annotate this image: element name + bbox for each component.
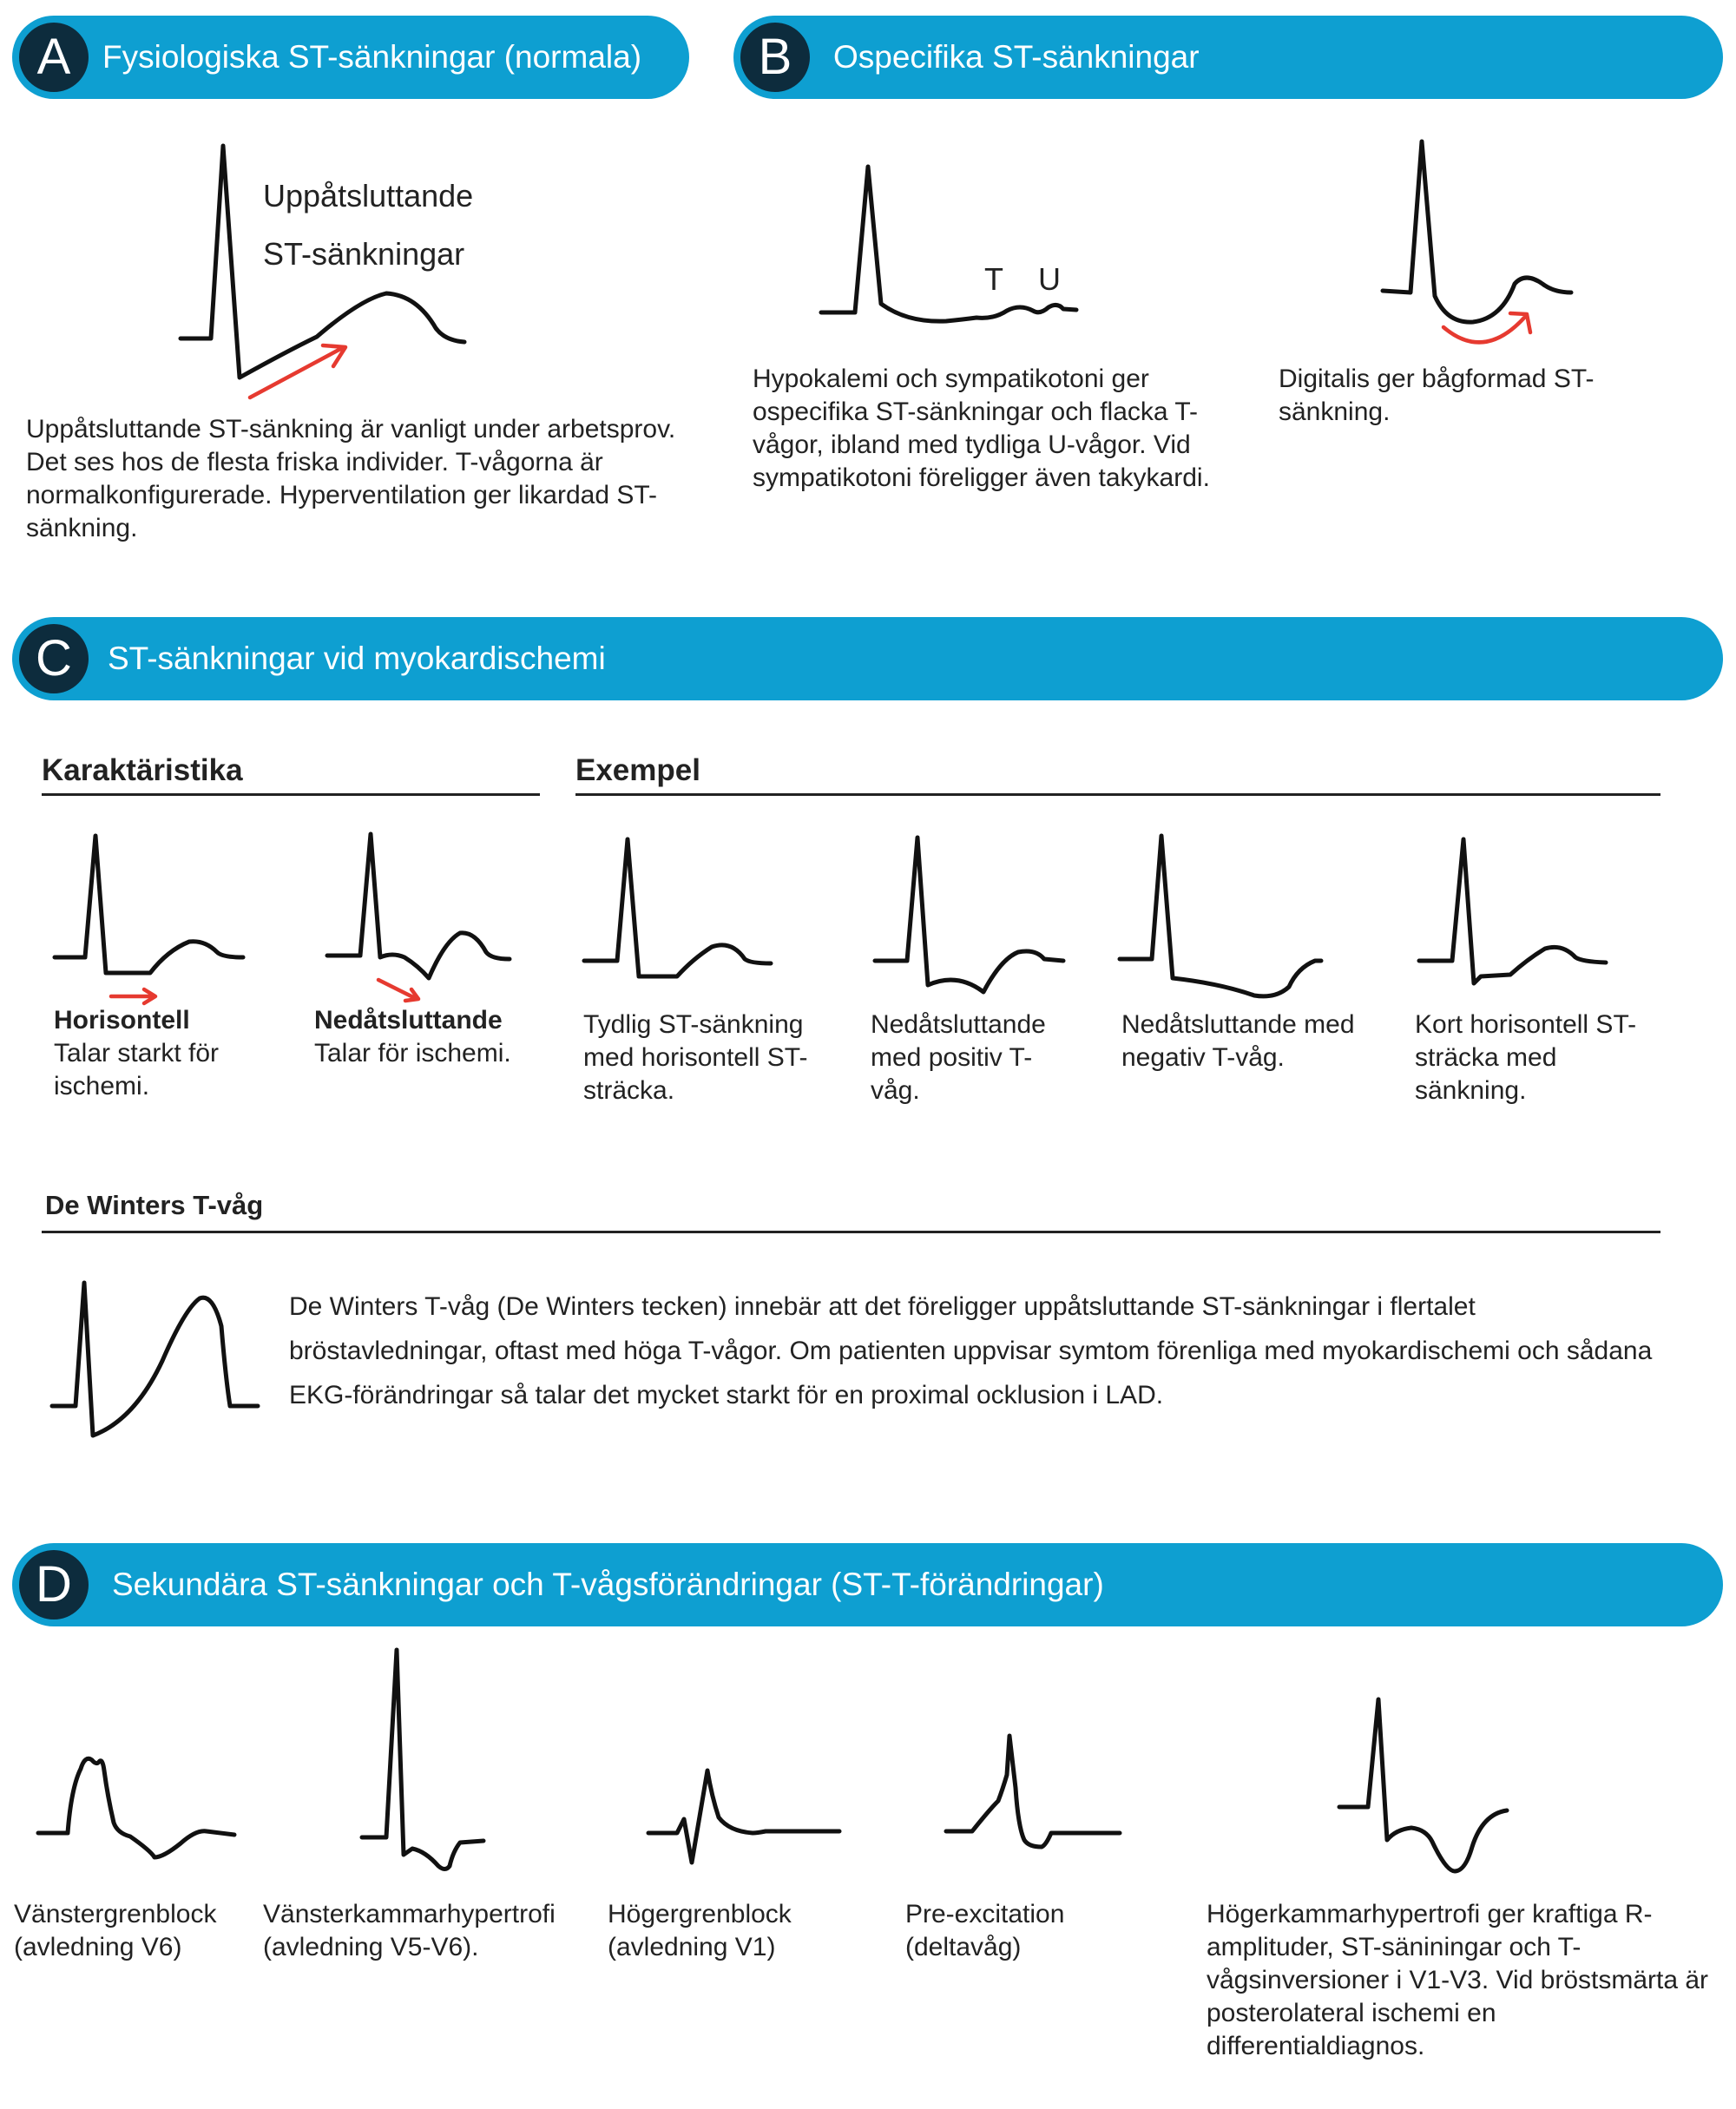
example-1-trace — [582, 837, 773, 979]
u-wave-label: U — [1038, 261, 1061, 297]
section-d-banner: D Sekundära ST-sänkningar och T-vågsförä… — [12, 1543, 1723, 1626]
section-a-title: Fysiologiska ST-sänkningar (normala) — [102, 39, 642, 75]
lbbb-trace — [36, 1756, 237, 1860]
characteristics-heading: Karaktäristika — [42, 753, 243, 787]
example-2-waveform — [872, 835, 1066, 995]
rbbb-trace — [646, 1768, 842, 1865]
lvh-caption: Vänsterkammarhypertrofi (avledning V5-V6… — [263, 1900, 556, 1961]
example-2-trace — [872, 835, 1066, 995]
horizontal-caption: Horisontell Talar starkt för ischemi. — [54, 1004, 262, 1103]
downsloping-st-trace — [325, 831, 512, 981]
downsloping-st-waveform — [325, 831, 512, 1003]
lvh-waveform — [359, 1647, 486, 1871]
dewinter-waveform — [49, 1280, 260, 1438]
upsloping-label-1: Uppåtsluttande — [263, 178, 473, 214]
section-b-title: Ospecifika ST-sänkningar — [833, 39, 1200, 75]
upsloping-st-waveform: Uppåtsluttande ST-sänkningar — [178, 143, 473, 400]
downsloping-caption: Nedåtsluttande Talar för ischemi. — [314, 1004, 549, 1070]
rvh-caption: Högerkammarhypertrofi ger kraftiga R-amp… — [1207, 1900, 1709, 2060]
lbbb-caption: Vänstergrenblock (avledning V6) — [14, 1900, 217, 1961]
examples-rule — [575, 793, 1660, 796]
section-c-title: ST-sänkningar vid myokardischemi — [108, 641, 606, 676]
horizontal-text: Talar starkt för ischemi. — [54, 1039, 220, 1100]
section-d-title: Sekundära ST-sänkningar och T-vågsföränd… — [112, 1567, 1104, 1602]
digitalis-trace — [1380, 139, 1574, 325]
dewinter-trace — [49, 1280, 260, 1438]
example-4-waveform — [1417, 837, 1608, 986]
digitalis-arrow — [1441, 311, 1533, 345]
example-3-waveform — [1117, 833, 1324, 999]
rbbb-caption: Högergrenblock (avledning V1) — [608, 1900, 792, 1961]
preexcitation-trace — [944, 1733, 1122, 1849]
preexcitation-caption: Pre-excitation (deltavåg) — [905, 1900, 1065, 1961]
horizontal-label: Horisontell — [54, 1006, 190, 1035]
section-c-banner: C ST-sänkningar vid myokardischemi — [12, 617, 1723, 700]
digitalis-waveform — [1380, 139, 1574, 345]
section-a-description: Uppåtsluttande ST-sänkning är vanligt un… — [26, 415, 676, 542]
section-b-banner: B Ospecifika ST-sänkningar — [733, 16, 1723, 99]
example-2-caption: Nedåtsluttande med positiv T-våg. — [871, 1010, 1046, 1105]
hypokalemia-description: Hypokalemi och sympatikotoni ger ospecif… — [753, 365, 1210, 492]
dewinter-rule — [42, 1231, 1660, 1233]
example-4-caption: Kort horisontell ST-sträcka med sänkning… — [1415, 1010, 1637, 1105]
hypokalemia-trace — [819, 164, 1079, 324]
downsloping-text: Talar för ischemi. — [314, 1039, 511, 1068]
example-1-caption: Tydlig ST-sänkning med horisontell ST-st… — [583, 1010, 808, 1105]
characteristics-rule — [42, 793, 540, 796]
example-4-trace — [1417, 837, 1608, 986]
horizontal-arrow — [108, 987, 158, 1006]
downsloping-label: Nedåtsluttande — [314, 1006, 503, 1035]
section-a-banner: A Fysiologiska ST-sänkningar (normala) — [12, 16, 689, 99]
horizontal-st-waveform — [52, 833, 246, 1006]
upsloping-st-trace — [178, 143, 467, 380]
section-a-badge: A — [19, 23, 89, 92]
lbbb-waveform — [36, 1756, 237, 1860]
example-3-caption: Nedåtsluttande med negativ T-våg. — [1121, 1010, 1355, 1072]
section-b-badge: B — [740, 23, 810, 92]
dewinter-description: De Winters T-våg (De Winters tecken) inn… — [289, 1292, 1653, 1409]
upsloping-label-2: ST-sänkningar — [263, 236, 464, 272]
examples-heading: Exempel — [575, 753, 700, 787]
digitalis-description: Digitalis ger bågformad ST-sänkning. — [1279, 365, 1595, 426]
preexcitation-waveform — [944, 1733, 1122, 1849]
example-1-waveform — [582, 837, 773, 979]
dewinter-heading: De Winters T-våg — [45, 1190, 264, 1220]
rbbb-waveform — [646, 1768, 842, 1865]
rvh-waveform — [1337, 1697, 1509, 1874]
hypokalemia-waveform: T U — [819, 164, 1079, 324]
upsloping-arrow — [247, 343, 348, 400]
horizontal-st-trace — [52, 833, 246, 976]
section-d-badge: D — [19, 1550, 89, 1620]
lvh-trace — [359, 1647, 486, 1871]
section-c-badge: C — [19, 624, 89, 693]
downsloping-arrow — [376, 977, 421, 1003]
rvh-trace — [1337, 1697, 1509, 1874]
example-3-trace — [1117, 833, 1324, 999]
t-wave-label: T — [984, 261, 1003, 297]
